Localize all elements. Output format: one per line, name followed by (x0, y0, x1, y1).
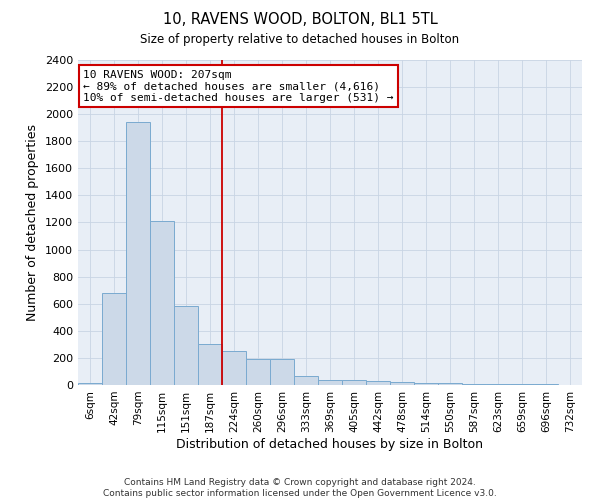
Bar (222, 351, 246, 385)
Bar (390, 382, 414, 385)
X-axis label: Distribution of detached houses by size in Bolton: Distribution of detached houses by size … (176, 438, 484, 450)
Text: 10 RAVENS WOOD: 207sqm
← 89% of detached houses are smaller (4,616)
10% of semi-: 10 RAVENS WOOD: 207sqm ← 89% of detached… (83, 70, 394, 103)
Bar (318, 380, 342, 385)
Bar (366, 381, 390, 385)
Text: Contains HM Land Registry data © Crown copyright and database right 2024.
Contai: Contains HM Land Registry data © Crown c… (103, 478, 497, 498)
Bar (534, 384, 558, 385)
Bar (174, 306, 198, 385)
Bar (486, 384, 510, 385)
Text: Size of property relative to detached houses in Bolton: Size of property relative to detached ho… (140, 32, 460, 46)
Bar (126, 122, 150, 385)
Bar (102, 293, 126, 385)
Bar (246, 358, 270, 385)
Bar (510, 384, 534, 385)
Bar (198, 344, 222, 385)
Bar (270, 360, 294, 385)
Bar (342, 380, 366, 385)
Bar (150, 221, 174, 385)
Y-axis label: Number of detached properties: Number of detached properties (26, 124, 40, 321)
Bar (78, 384, 102, 385)
Bar (294, 376, 318, 385)
Text: 10, RAVENS WOOD, BOLTON, BL1 5TL: 10, RAVENS WOOD, BOLTON, BL1 5TL (163, 12, 437, 28)
Bar (462, 384, 486, 385)
Bar (438, 383, 462, 385)
Bar (414, 382, 438, 385)
